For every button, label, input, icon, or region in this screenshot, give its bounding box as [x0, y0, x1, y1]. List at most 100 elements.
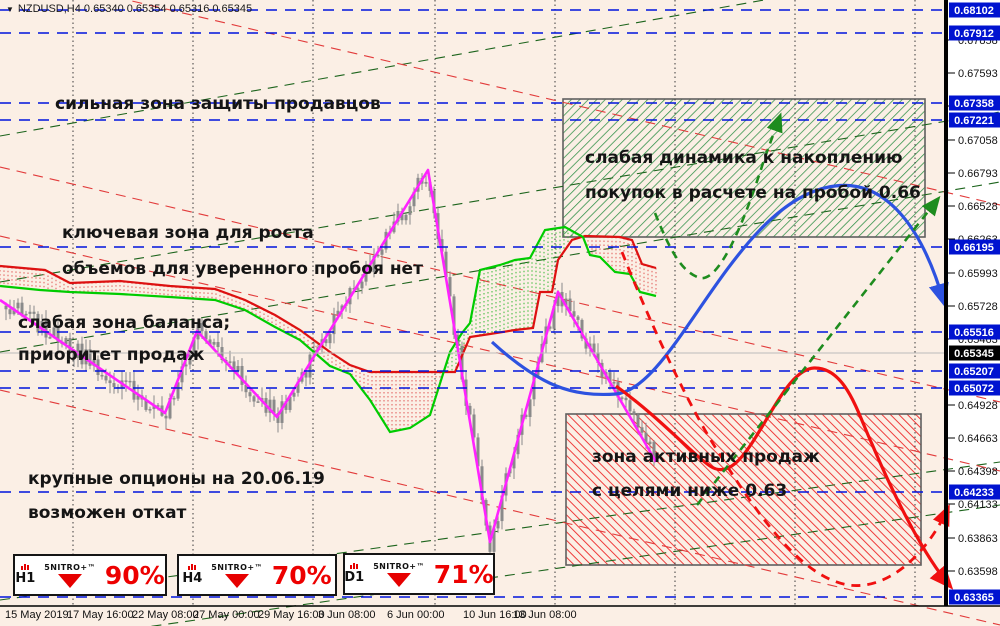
- mini-bars-icon: [350, 563, 359, 569]
- date-label: 3 Jun 08:00: [318, 609, 376, 621]
- forecast-blue-curve: [490, 183, 949, 397]
- candle-body: [292, 392, 296, 397]
- candle-body: [524, 414, 528, 418]
- gauge-signal: 5NITRO+™: [44, 563, 96, 588]
- date-label: 15 May 2019: [5, 609, 69, 621]
- candle-body: [64, 338, 68, 345]
- axis-tick-label: 0.63598: [958, 566, 998, 578]
- price-level-label-text: 0.63365: [954, 592, 994, 604]
- symbol-ohlc-readout: NZDUSD,H4 0.65340 0.65354 0.65316 0.6534…: [17, 3, 253, 15]
- candle-body: [612, 382, 616, 384]
- axis-tick-label: 0.66793: [958, 168, 998, 180]
- candle-body: [164, 415, 168, 419]
- price-level-label: 0.64233: [949, 484, 1000, 500]
- gauge-panel-h1: H1 5NITRO+™ 90%: [13, 554, 167, 596]
- axis-tick-label: 0.64663: [958, 433, 998, 445]
- forecast-green-dashed-curve: [695, 195, 941, 506]
- price-level-label-text: 0.65207: [954, 366, 994, 378]
- price-level-label-text: 0.65516: [954, 327, 994, 339]
- candle-body: [212, 341, 216, 345]
- annotation-text: возможен откат: [28, 503, 187, 523]
- down-triangle-icon: [58, 573, 83, 588]
- candle-body: [84, 349, 88, 365]
- price-level-label: 0.65072: [949, 380, 1000, 396]
- date-label: 13 Jun 08:00: [513, 609, 577, 621]
- annotation-text: приоритет продаж: [18, 345, 205, 365]
- candle-body: [568, 298, 572, 312]
- gauge-period-label: H1: [15, 571, 36, 586]
- price-level-label-bg: [949, 95, 1000, 111]
- candle-body: [76, 343, 80, 358]
- zone-text: покупок в расчете на пробой 0.66: [585, 183, 921, 203]
- dropdown-arrow-icon[interactable]: ▼: [6, 5, 14, 14]
- trendline-green: [149, 504, 1000, 626]
- axis-tick-label: 0.67058: [958, 135, 998, 147]
- date-label: 27 May 00:00: [193, 609, 260, 621]
- candle-body: [216, 341, 220, 348]
- candle-body: [496, 521, 500, 529]
- price-level-label-bg: [949, 2, 1000, 18]
- gauge-period-label: H4: [182, 571, 203, 586]
- candle-body: [12, 308, 16, 315]
- candle-body: [304, 372, 308, 378]
- trendline-green: [0, 461, 1000, 601]
- trendline-red: [0, 166, 1000, 403]
- gauge-value: 90%: [104, 560, 165, 590]
- candle-body: [276, 413, 280, 423]
- candle-body: [564, 298, 568, 307]
- annotation-text: ключевая зона для роста: [62, 223, 314, 243]
- candle-body: [308, 354, 312, 378]
- gauge-value: 70%: [271, 560, 332, 590]
- candle-body: [396, 210, 400, 222]
- gauge-brand-label: 5NITRO+™: [211, 562, 263, 572]
- candle-body: [192, 339, 196, 355]
- candle-body: [648, 441, 652, 445]
- candle-body: [124, 380, 128, 382]
- candle-body: [580, 319, 584, 339]
- axis-tick-label: 0.65728: [958, 301, 998, 313]
- candle-body: [288, 396, 292, 410]
- candle-body: [412, 191, 416, 207]
- gauge-value: 71%: [433, 559, 494, 589]
- candle-body: [44, 320, 48, 338]
- price-level-label-bg: [949, 25, 1000, 41]
- candle-body: [172, 397, 176, 400]
- cloud-green-line: [0, 225, 657, 434]
- price-axis-bar: [944, 0, 948, 606]
- price-level-label: 0.65516: [949, 324, 1000, 340]
- candle-body: [252, 396, 256, 402]
- candle-body: [556, 291, 560, 307]
- candle-body: [220, 347, 224, 360]
- current-price-label: 0.65345: [949, 345, 1000, 361]
- candle-body: [284, 401, 288, 410]
- date-label: 17 May 16:00: [67, 609, 134, 621]
- gauge-panel-d1: D1 5NITRO+™ 71%: [343, 553, 495, 595]
- gauge-period: D1: [344, 563, 364, 585]
- candle-body: [360, 281, 364, 289]
- candle-body: [492, 528, 496, 552]
- price-level-label-bg: [949, 484, 1000, 500]
- candle-body: [632, 411, 636, 415]
- candle-body: [56, 327, 60, 342]
- candle-body: [652, 441, 656, 460]
- candle-body: [148, 409, 152, 411]
- candle-body: [204, 331, 208, 340]
- candle-body: [52, 327, 56, 338]
- candle-body: [552, 306, 556, 329]
- candle-body: [516, 434, 520, 455]
- candle-body: [256, 401, 260, 403]
- price-level-label-bg: [949, 380, 1000, 396]
- candle-body: [32, 311, 36, 314]
- zone-text: слабая динамика к накоплению: [585, 148, 903, 168]
- candle-body: [616, 382, 620, 398]
- gauge-period: H4: [182, 564, 202, 586]
- price-level-label-bg: [949, 363, 1000, 379]
- trendline-red: [125, 0, 1000, 206]
- candle-body: [200, 323, 204, 332]
- candle-body: [440, 239, 444, 252]
- candle-body: [372, 255, 376, 273]
- axis-tick-label: 0.63863: [958, 533, 998, 545]
- mini-bars-icon: [188, 564, 197, 570]
